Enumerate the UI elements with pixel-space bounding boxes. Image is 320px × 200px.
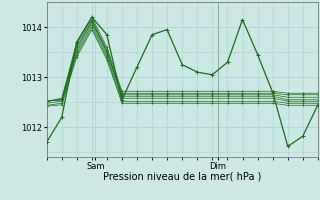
X-axis label: Pression niveau de la mer( hPa ): Pression niveau de la mer( hPa ) — [103, 172, 261, 182]
